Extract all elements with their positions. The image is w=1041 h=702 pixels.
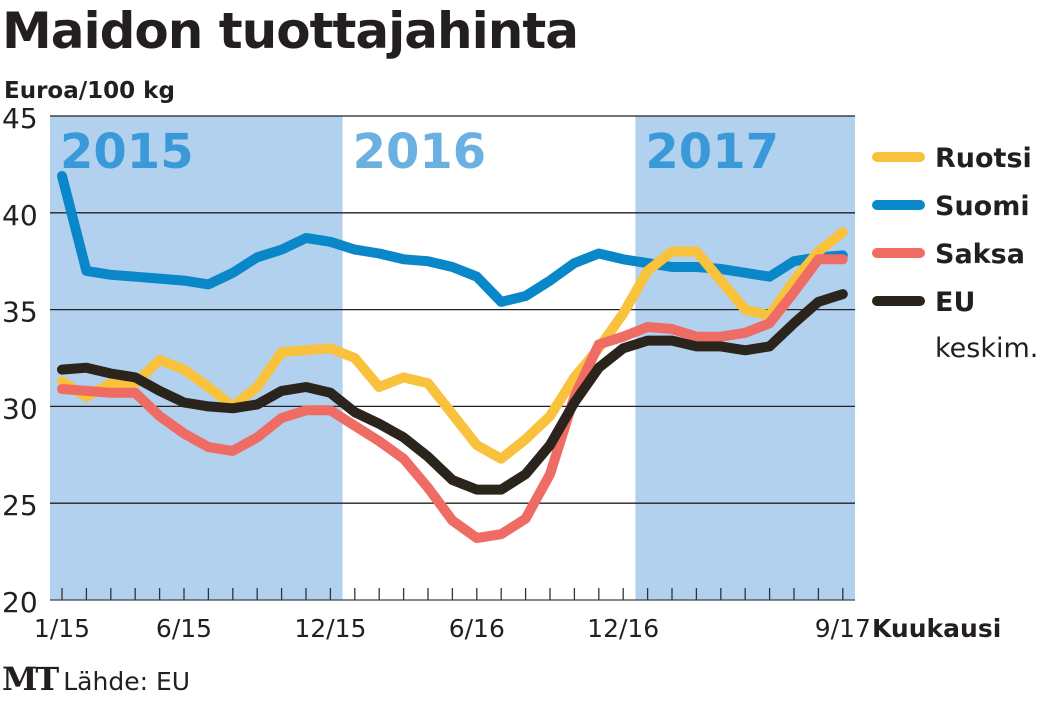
y-axis-label: Euroa/100 kg <box>4 78 175 104</box>
year-band-2017 <box>635 116 855 600</box>
source-label: Lähde: EU <box>63 667 191 696</box>
series-line-eu <box>57 289 848 495</box>
x-axis-label: Kuukausi <box>872 614 1001 643</box>
x-tick-label: 6/15 <box>156 614 212 643</box>
legend-label-ruotsi: Ruotsi <box>935 143 1032 174</box>
chart-title: Maidon tuottajahinta <box>2 2 579 60</box>
y-tick-label: 30 <box>2 392 38 425</box>
legend-label-suomi: Suomi <box>935 191 1030 222</box>
x-tick-label: 1/15 <box>34 614 90 643</box>
x-tick-label: 12/16 <box>587 614 659 643</box>
series-line-ruotsi <box>57 227 848 464</box>
legend-label-eu: EU <box>935 287 975 318</box>
mt-logo: MT <box>2 660 59 698</box>
y-tick-label: 20 <box>2 586 38 619</box>
y-tick-label: 35 <box>2 296 38 329</box>
y-tick-label: 45 <box>2 102 38 135</box>
year-label-2017: 2017 <box>645 124 779 180</box>
y-tick-label: 40 <box>2 199 38 232</box>
x-tick-label: 12/15 <box>294 614 366 643</box>
x-tick-label: 6/16 <box>449 614 505 643</box>
year-label-2016: 2016 <box>353 124 487 180</box>
y-tick-label: 25 <box>2 489 38 522</box>
x-tick-label: 9/17 <box>815 614 871 643</box>
footer: MT Lähde: EU <box>2 660 190 698</box>
year-band-2015 <box>50 116 343 600</box>
year-label-2015: 2015 <box>60 124 194 180</box>
legend-sublabel: keskim. <box>935 333 1038 364</box>
series-line-saksa <box>57 254 848 543</box>
legend-label-saksa: Saksa <box>935 239 1025 270</box>
